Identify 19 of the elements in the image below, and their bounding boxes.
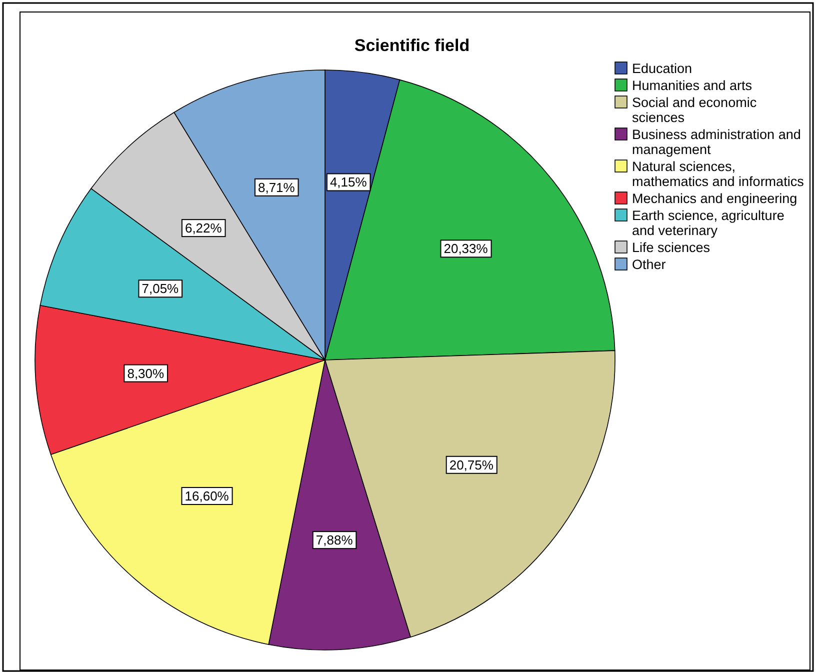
legend-label: Education (632, 61, 692, 76)
data-label: 4,15% (330, 174, 368, 190)
chart-title: Scientific field (354, 36, 470, 55)
legend-label: Mechanics and engineering (632, 191, 798, 206)
data-label: 16,60% (184, 488, 230, 504)
legend-label: Natural sciences, mathematics and informatics (632, 159, 804, 189)
legend-label: Life sciences (632, 240, 710, 255)
data-label: 8,30% (127, 366, 165, 381)
data-label: 6,22% (184, 220, 222, 236)
legend-label: Business administration and management (632, 127, 801, 157)
data-label: 7,05% (142, 281, 180, 296)
legend-label: Other (632, 257, 666, 272)
legend-label: Humanities and arts (632, 78, 752, 93)
data-label: 20,33% (444, 241, 488, 256)
data-label: 20,75% (449, 457, 494, 472)
legend-label: Social and economic sciences (632, 95, 757, 125)
data-label: 8,71% (258, 180, 296, 195)
data-label: 7,88% (316, 532, 354, 548)
legend-label: Earth science, agriculture and veterinary (632, 208, 784, 238)
